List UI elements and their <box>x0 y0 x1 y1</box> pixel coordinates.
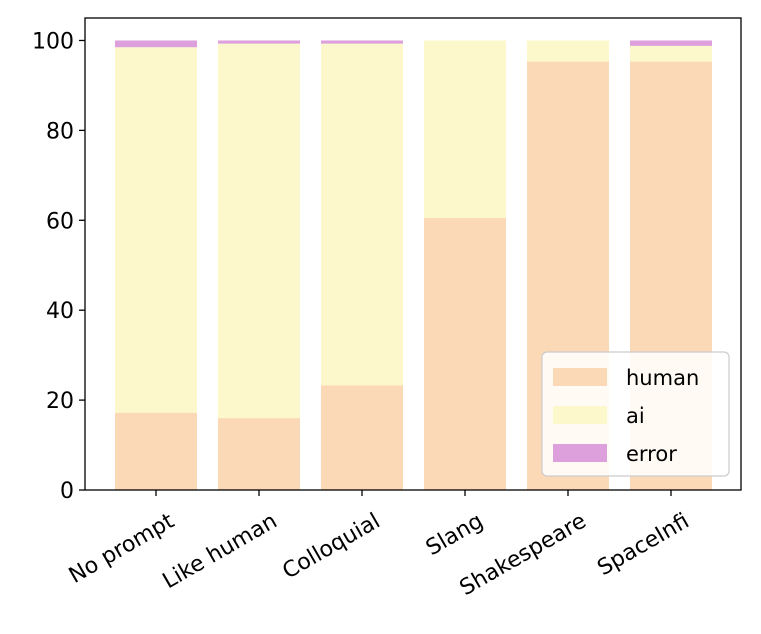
x-tick-label: Like human <box>159 509 282 594</box>
x-tick-label: SpaceInfi <box>593 509 693 581</box>
y-tick-label: 100 <box>32 29 74 54</box>
legend-swatch-error <box>553 444 607 462</box>
x-tick-label: Colloquial <box>278 509 384 585</box>
legend-swatch-ai <box>553 406 607 424</box>
legend-label-ai: ai <box>626 404 645 428</box>
bar-human-like-human <box>218 418 300 490</box>
y-tick-label: 0 <box>60 479 74 504</box>
plot-frame <box>84 17 742 491</box>
bar-ai-slang <box>424 40 506 219</box>
y-tick-label: 60 <box>46 209 74 234</box>
legend: human ai error <box>541 351 730 477</box>
legend-swatch-human <box>553 368 607 386</box>
bars-group <box>115 40 712 491</box>
bar-ai-colloquial <box>321 43 403 386</box>
bar-error-no-prompt <box>115 40 197 48</box>
bar-ai-no-prompt <box>115 47 197 413</box>
x-tick-label: Slang <box>422 509 488 561</box>
y-axis: 0 20 40 60 80 100 <box>32 29 85 504</box>
bar-human-slang <box>424 218 506 491</box>
y-tick-label: 40 <box>46 299 74 324</box>
y-tick-label: 20 <box>46 389 74 414</box>
legend-label-error: error <box>626 442 677 466</box>
bar-error-colloquial <box>321 40 403 44</box>
bar-error-spaceinfi <box>630 40 712 46</box>
bar-error-like-human <box>218 40 300 44</box>
bar-ai-shakespeare <box>527 40 609 62</box>
bar-ai-spaceinfi <box>630 45 712 62</box>
bar-human-no-prompt <box>115 412 197 490</box>
y-tick-label: 80 <box>46 119 74 144</box>
bar-human-colloquial <box>321 385 403 490</box>
bar-ai-like-human <box>218 43 300 419</box>
legend-label-human: human <box>626 366 699 390</box>
